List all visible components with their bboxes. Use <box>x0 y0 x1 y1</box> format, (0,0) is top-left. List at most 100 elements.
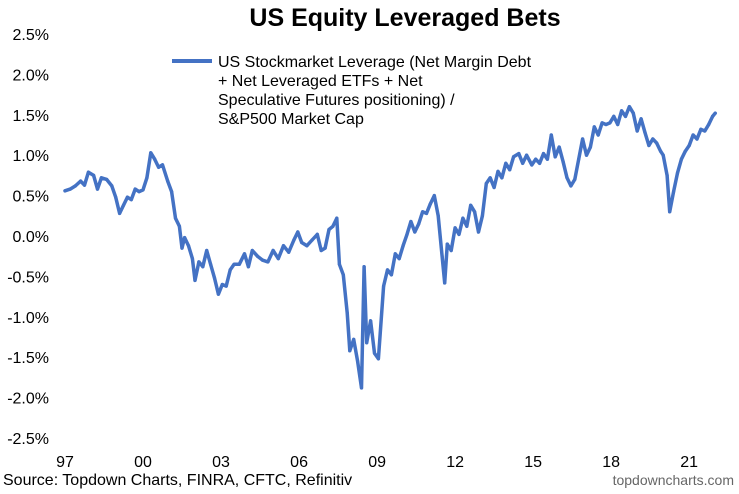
data-point <box>713 111 717 115</box>
data-point <box>296 230 300 234</box>
data-point <box>612 114 616 118</box>
data-point <box>639 117 643 121</box>
data-point <box>82 183 87 187</box>
data-point <box>687 143 691 148</box>
data-point <box>201 265 205 269</box>
data-point <box>193 278 197 282</box>
data-point <box>68 187 72 191</box>
data-point <box>121 203 126 207</box>
data-point <box>517 152 521 156</box>
data-point <box>209 262 213 266</box>
data-point <box>73 184 77 188</box>
data-point <box>699 127 703 131</box>
x-tick-label: 21 <box>680 454 698 471</box>
data-point <box>409 219 413 224</box>
data-point <box>276 257 280 261</box>
data-point <box>137 190 141 194</box>
data-point <box>545 157 550 161</box>
data-point <box>457 232 461 236</box>
data-point <box>428 202 432 206</box>
data-point <box>592 125 596 129</box>
data-point <box>362 265 366 269</box>
x-axis-tick-labels: 97 00 03 06 09 12 15 18 21 <box>56 454 698 471</box>
data-point <box>237 262 241 266</box>
data-point <box>469 203 473 207</box>
data-point <box>561 160 565 164</box>
data-point <box>331 224 335 228</box>
data-point <box>541 152 546 156</box>
data-point <box>183 236 187 240</box>
data-point <box>397 257 401 261</box>
data-point <box>180 246 184 250</box>
data-point <box>160 163 165 167</box>
data-point <box>246 265 250 269</box>
data-point <box>315 232 319 236</box>
data-point <box>110 184 114 188</box>
data-point <box>292 238 296 242</box>
data-point <box>596 133 600 137</box>
data-point <box>573 177 577 181</box>
data-point <box>473 210 477 214</box>
x-tick-label: 03 <box>212 454 230 471</box>
data-point <box>389 273 393 277</box>
data-point <box>679 157 684 161</box>
data-point <box>345 311 349 315</box>
data-point <box>365 341 369 345</box>
y-tick-label: -2.0% <box>7 391 49 408</box>
data-point <box>521 161 525 165</box>
data-point <box>190 257 194 261</box>
data-point <box>449 248 453 253</box>
data-point <box>695 137 699 141</box>
data-point <box>255 254 260 258</box>
data-point <box>588 145 593 149</box>
data-point <box>369 319 373 323</box>
data-point <box>534 157 538 161</box>
data-point <box>319 248 323 253</box>
data-point <box>508 168 512 172</box>
data-point <box>484 181 488 186</box>
data-point <box>266 260 270 264</box>
data-point <box>287 250 291 254</box>
data-point <box>668 210 672 214</box>
data-point <box>635 129 639 133</box>
data-point <box>691 133 695 137</box>
data-point <box>631 111 635 115</box>
series-layer <box>63 104 717 390</box>
data-point <box>337 262 341 266</box>
source-note: Source: Topdown Charts, FINRA, CFTC, Ref… <box>3 472 352 489</box>
data-point <box>683 149 687 153</box>
chart-title: US Equity Leveraged Bets <box>249 4 560 32</box>
data-point <box>224 284 228 288</box>
data-point <box>651 137 655 141</box>
data-point <box>63 189 67 193</box>
data-point <box>608 121 612 125</box>
y-tick-label: 2.0% <box>13 67 49 84</box>
data-point <box>655 141 659 145</box>
data-point <box>166 179 170 183</box>
data-point <box>105 177 109 181</box>
y-tick-label: 1.0% <box>13 148 49 165</box>
data-point <box>675 171 680 175</box>
data-point <box>465 224 469 228</box>
data-point <box>604 122 608 127</box>
data-point <box>421 210 425 214</box>
x-tick-label: 15 <box>524 454 542 471</box>
data-point <box>581 137 585 141</box>
legend-entry-label: US Stockmarket Leverage (Net Margin Debt… <box>218 54 532 128</box>
data-point <box>157 165 161 169</box>
data-point <box>125 195 129 199</box>
data-point <box>300 240 304 245</box>
data-point <box>549 133 553 137</box>
data-point <box>271 248 275 253</box>
data-point <box>95 187 100 191</box>
data-point <box>480 214 484 218</box>
data-point <box>141 188 145 192</box>
data-point <box>92 173 96 177</box>
data-point <box>173 216 178 220</box>
data-point <box>327 227 331 232</box>
data-point <box>186 244 191 248</box>
data-point <box>79 179 83 183</box>
data-point <box>600 121 604 125</box>
data-point <box>443 281 447 285</box>
